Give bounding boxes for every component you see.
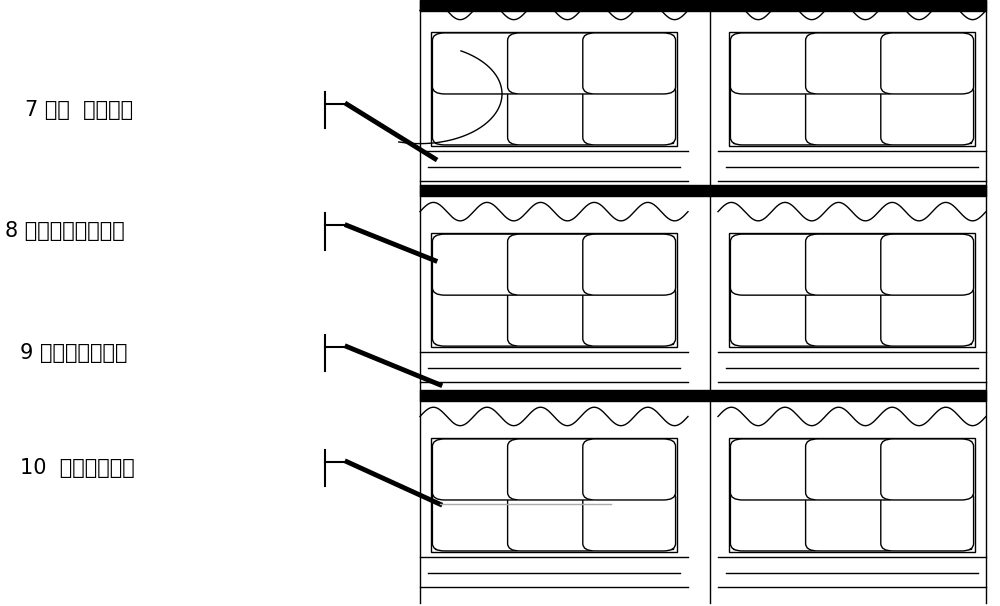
FancyBboxPatch shape <box>806 439 898 500</box>
FancyBboxPatch shape <box>806 84 898 145</box>
FancyBboxPatch shape <box>432 84 525 145</box>
FancyBboxPatch shape <box>432 33 525 94</box>
FancyBboxPatch shape <box>432 439 525 500</box>
FancyBboxPatch shape <box>881 234 974 295</box>
Bar <box>733 441 971 549</box>
FancyBboxPatch shape <box>508 234 600 295</box>
FancyBboxPatch shape <box>806 285 898 346</box>
FancyBboxPatch shape <box>432 234 525 295</box>
FancyBboxPatch shape <box>508 33 600 94</box>
Bar <box>431 32 677 146</box>
FancyBboxPatch shape <box>881 490 974 551</box>
FancyBboxPatch shape <box>583 439 676 500</box>
FancyBboxPatch shape <box>583 234 676 295</box>
Bar <box>431 438 677 552</box>
FancyBboxPatch shape <box>730 84 823 145</box>
Text: 9 仓体内部周转箱: 9 仓体内部周转箱 <box>20 342 128 363</box>
FancyBboxPatch shape <box>583 33 676 94</box>
FancyBboxPatch shape <box>806 33 898 94</box>
FancyBboxPatch shape <box>730 490 823 551</box>
FancyBboxPatch shape <box>583 490 676 551</box>
Bar <box>435 35 673 143</box>
FancyBboxPatch shape <box>730 285 823 346</box>
Text: 7 跃层  感温光纤: 7 跃层 感温光纤 <box>25 100 133 121</box>
Text: 8 仓体顶端感温光纤: 8 仓体顶端感温光纤 <box>5 221 125 242</box>
FancyBboxPatch shape <box>806 490 898 551</box>
Bar <box>729 438 975 552</box>
Text: 10  感温光纤输入: 10 感温光纤输入 <box>20 458 135 478</box>
FancyBboxPatch shape <box>583 285 676 346</box>
FancyBboxPatch shape <box>432 490 525 551</box>
FancyBboxPatch shape <box>730 234 823 295</box>
Bar <box>435 236 673 344</box>
Bar <box>733 236 971 344</box>
FancyBboxPatch shape <box>730 439 823 500</box>
FancyBboxPatch shape <box>881 33 974 94</box>
FancyBboxPatch shape <box>730 33 823 94</box>
Bar <box>431 233 677 347</box>
Bar <box>729 32 975 146</box>
FancyBboxPatch shape <box>432 285 525 346</box>
Bar <box>733 35 971 143</box>
FancyBboxPatch shape <box>881 285 974 346</box>
Bar <box>435 441 673 549</box>
FancyBboxPatch shape <box>508 84 600 145</box>
FancyBboxPatch shape <box>508 490 600 551</box>
FancyBboxPatch shape <box>583 84 676 145</box>
FancyBboxPatch shape <box>881 439 974 500</box>
FancyBboxPatch shape <box>881 84 974 145</box>
FancyBboxPatch shape <box>508 285 600 346</box>
FancyBboxPatch shape <box>806 234 898 295</box>
Bar <box>729 233 975 347</box>
FancyBboxPatch shape <box>508 439 600 500</box>
